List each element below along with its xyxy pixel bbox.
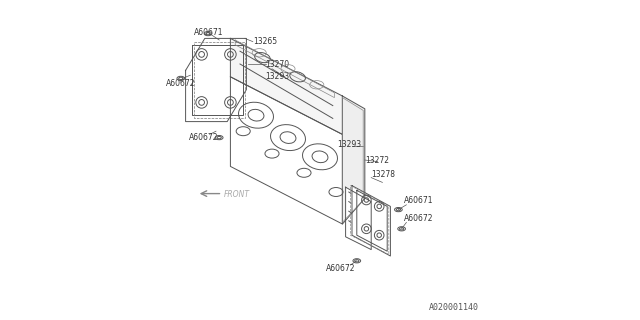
Text: 13293: 13293 [266, 72, 290, 81]
Text: 13278: 13278 [371, 170, 396, 179]
Polygon shape [346, 187, 371, 250]
Text: A020001140: A020001140 [429, 303, 479, 312]
Text: A60672: A60672 [326, 264, 356, 273]
Text: 13265: 13265 [253, 37, 277, 46]
Text: 13270: 13270 [266, 60, 290, 68]
Text: A60672: A60672 [166, 79, 196, 88]
Polygon shape [342, 96, 365, 224]
Polygon shape [352, 186, 390, 256]
Polygon shape [230, 38, 342, 134]
Polygon shape [186, 38, 246, 122]
Text: 13272: 13272 [365, 156, 389, 164]
Text: A60671: A60671 [404, 196, 433, 205]
Text: A60671: A60671 [193, 28, 223, 36]
Text: A60672: A60672 [404, 214, 433, 223]
Text: FRONT: FRONT [224, 190, 250, 199]
Polygon shape [230, 77, 342, 224]
Text: A60672: A60672 [189, 133, 218, 142]
Text: 13293: 13293 [338, 140, 362, 149]
